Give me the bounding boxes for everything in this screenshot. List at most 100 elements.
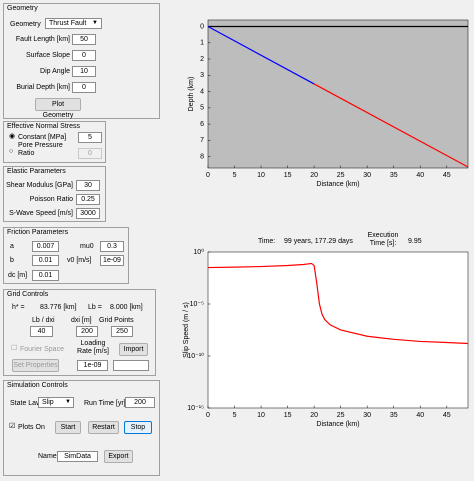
input[interactable]: 200 xyxy=(76,326,98,337)
input[interactable]: SimData xyxy=(57,451,98,462)
radio-on[interactable]: ◉ xyxy=(9,133,16,140)
button[interactable]: Start xyxy=(55,421,81,434)
x-axis-label: Distance (km) xyxy=(316,421,359,428)
label: Loading Rate [m/s] xyxy=(77,340,109,355)
label: Time: xyxy=(258,238,276,245)
input[interactable]: 3000 xyxy=(76,208,100,219)
friction-panel: Friction Parameters xyxy=(3,227,129,284)
label: State Law xyxy=(10,400,42,407)
checkbox[interactable]: ☑ xyxy=(9,423,16,430)
x-tick-label: 40 xyxy=(416,412,424,419)
input[interactable]: 1e-09 xyxy=(77,360,108,371)
x-tick-label: 35 xyxy=(390,412,398,419)
dropdown[interactable]: Slip xyxy=(38,397,74,408)
value-text: 83.776 [km] xyxy=(40,304,77,311)
input[interactable]: 250 xyxy=(111,326,133,337)
label: mu0 xyxy=(80,243,94,250)
x-tick-label: 5 xyxy=(233,172,237,179)
label: Fourier Space xyxy=(20,346,64,353)
input[interactable]: 0.01 xyxy=(32,255,59,266)
label: v0 [m/s] xyxy=(67,257,92,264)
panel-title: Simulation Controls xyxy=(7,382,68,389)
label: Fault Length [km] xyxy=(15,36,70,43)
input[interactable]: 5 xyxy=(78,132,102,143)
elastic-panel: Elastic Parameters xyxy=(3,166,106,222)
input[interactable]: 1e-09 xyxy=(100,255,124,266)
dropdown[interactable]: Thrust Fault xyxy=(45,18,102,29)
y-tick-label: 3 xyxy=(200,72,204,79)
line xyxy=(313,83,469,168)
axes-background xyxy=(207,251,469,409)
y-tick-label: 0 xyxy=(200,23,204,30)
input[interactable]: 200 xyxy=(125,397,155,408)
x-tick-label: 25 xyxy=(337,412,345,419)
panel-title: Effective Normal Stress xyxy=(7,123,81,130)
x-tick-label: 45 xyxy=(443,412,451,419)
dropdown-arrow: ▼ xyxy=(65,399,71,405)
y-tick-label: 1 xyxy=(200,40,204,47)
y-tick-label: 6 xyxy=(200,121,204,128)
panel-title: Grid Controls xyxy=(7,291,49,298)
input[interactable] xyxy=(113,360,149,371)
label: a xyxy=(10,243,14,250)
input[interactable]: 0 xyxy=(72,50,96,61)
input: 0 xyxy=(78,148,102,159)
checkbox: ☐ xyxy=(11,345,18,352)
y-tick-label: 8 xyxy=(200,153,204,160)
input[interactable]: 0 xyxy=(72,82,96,93)
label: Burial Depth [km] xyxy=(16,84,70,91)
x-tick-label: 30 xyxy=(363,172,371,179)
y-tick-label: 10⁻¹⁰ xyxy=(187,352,204,360)
input[interactable]: 40 xyxy=(30,326,53,337)
panel-title: Geometry xyxy=(7,5,38,12)
x-tick-label: 20 xyxy=(310,412,318,419)
button[interactable]: Import xyxy=(119,343,148,356)
button: Set Properties xyxy=(12,359,59,372)
label: Poisson Ratio xyxy=(29,196,73,203)
label: Grid Points xyxy=(99,317,134,324)
x-tick-label: 35 xyxy=(390,172,398,179)
input[interactable]: 0.007 xyxy=(32,241,59,252)
button[interactable]: Restart xyxy=(88,421,119,434)
grid-controls-panel: Grid Controls xyxy=(3,289,156,376)
x-tick-label: 15 xyxy=(284,172,292,179)
input[interactable]: 0.3 xyxy=(100,241,124,252)
button[interactable]: Stop xyxy=(124,421,152,434)
label: dxi [m] xyxy=(71,317,92,324)
radio-off[interactable]: ○ xyxy=(9,148,14,155)
button[interactable]: Plot Geometry xyxy=(35,98,81,119)
label: Lb = xyxy=(88,304,102,311)
x-tick-label: 0 xyxy=(206,172,210,179)
value-text: 99 years, 177.29 days xyxy=(284,238,353,245)
input[interactable]: 0.25 xyxy=(76,194,100,205)
label: S-Wave Speed [m/s] xyxy=(9,210,73,217)
label: Name xyxy=(38,453,57,460)
simulation-panel: Simulation Controls xyxy=(3,380,160,476)
input[interactable]: 30 xyxy=(76,180,100,191)
value-text: 9.95 xyxy=(408,238,422,245)
input[interactable]: 10 xyxy=(72,66,96,77)
y-axis-label: Slip Speed (m / s) xyxy=(183,302,190,358)
y-tick-label: 2 xyxy=(200,56,204,63)
normal-stress-panel: Effective Normal Stress xyxy=(3,121,106,163)
y-tick-label: 10⁻⁵ xyxy=(190,301,204,308)
x-tick-label: 15 xyxy=(284,412,292,419)
x-axis-label: Distance (km) xyxy=(316,181,359,188)
label: h* = xyxy=(12,304,25,311)
label: Lb / dxi xyxy=(32,317,55,324)
label: Constant [MPa] xyxy=(18,134,67,141)
label: Pore Pressure Ratio xyxy=(18,142,63,157)
line xyxy=(207,262,469,345)
panel-title: Friction Parameters xyxy=(7,229,69,236)
y-axis-label: Depth (km) xyxy=(188,77,195,112)
x-tick-label: 25 xyxy=(337,172,345,179)
input[interactable]: 50 xyxy=(72,34,96,45)
y-tick-label: 7 xyxy=(200,137,204,144)
label: Surface Slope xyxy=(26,52,70,59)
input[interactable]: 0.01 xyxy=(32,270,59,281)
value-text: 8.000 [km] xyxy=(110,304,143,311)
x-tick-label: 0 xyxy=(206,412,210,419)
geometry-panel: Geometry xyxy=(3,3,160,119)
button[interactable]: Export xyxy=(104,450,133,463)
